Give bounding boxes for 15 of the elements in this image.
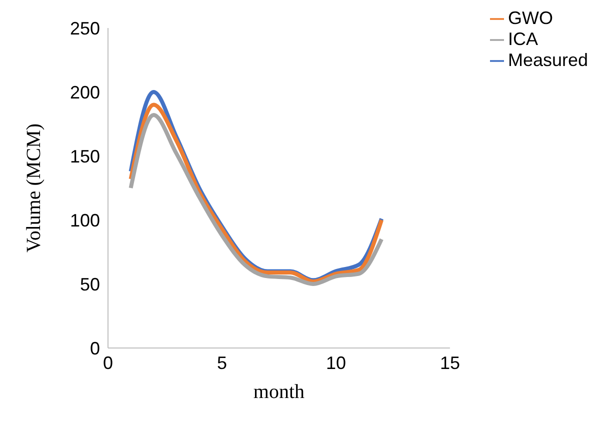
- x-tick-label: 15: [440, 352, 460, 373]
- x-axis-title: month: [253, 381, 305, 403]
- y-tick-label: 0: [90, 338, 100, 358]
- y-axis-title: Volume (MCM): [23, 123, 46, 253]
- x-tick-label: 10: [326, 352, 346, 373]
- y-tick-label: 100: [70, 210, 100, 230]
- legend-label: Measured: [508, 50, 588, 70]
- y-tick-label: 200: [70, 82, 100, 102]
- legend-label: GWO: [508, 8, 553, 28]
- y-tick-label: 150: [70, 146, 100, 166]
- y-tick-label: 50: [80, 274, 100, 294]
- x-tick-label: 0: [102, 352, 114, 373]
- legend-label: ICA: [508, 29, 538, 49]
- x-tick-label: 5: [216, 352, 227, 373]
- y-tick-label: 250: [70, 18, 100, 38]
